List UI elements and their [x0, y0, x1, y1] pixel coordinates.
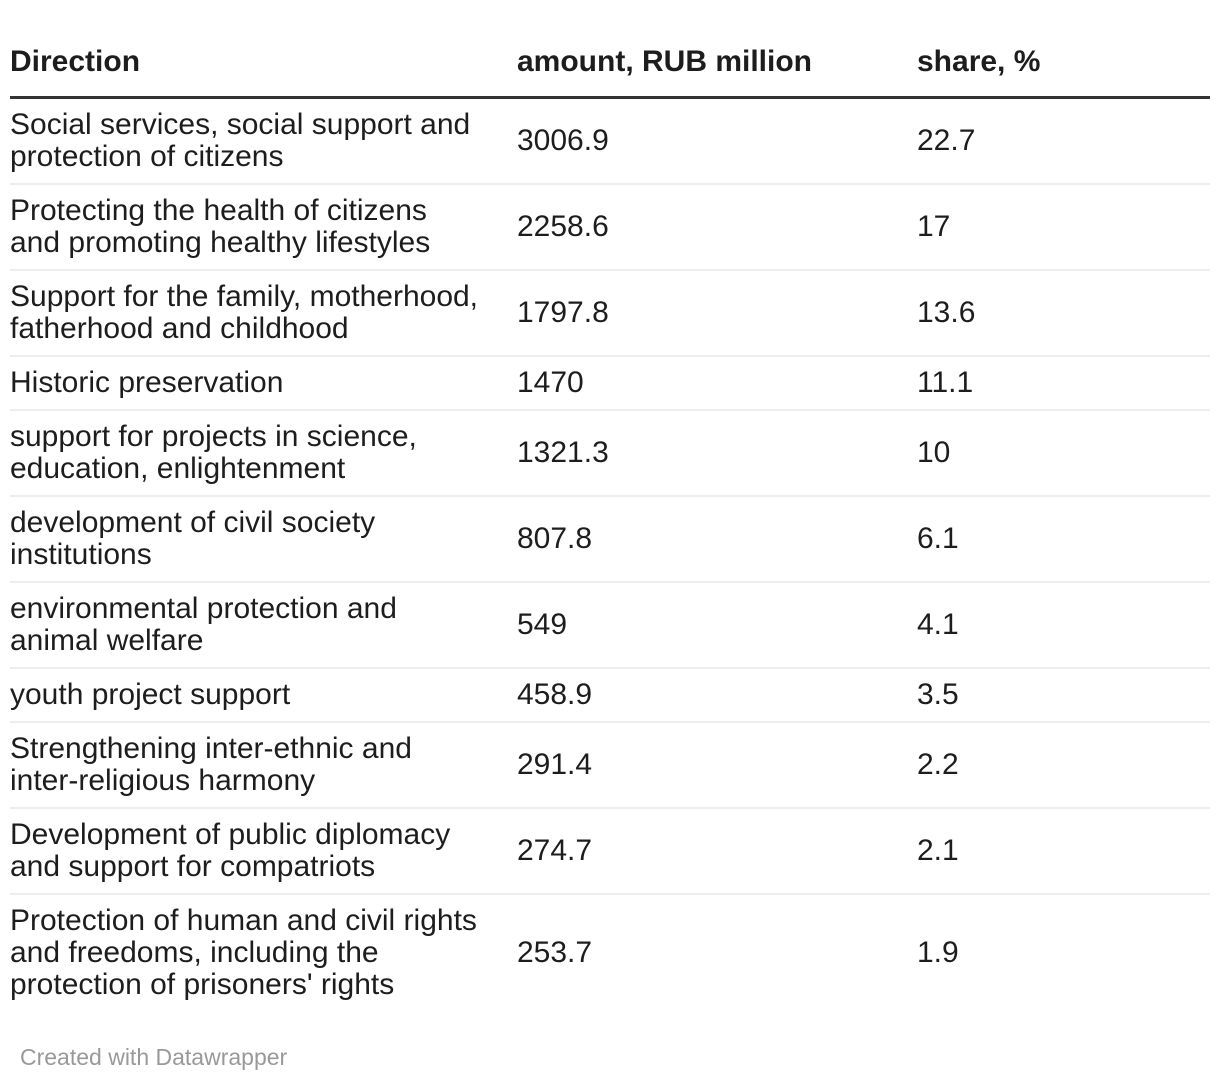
share-cell: 1.9	[917, 936, 959, 969]
funding-directions-table: Direction amount, RUB million share, % S…	[10, 0, 1210, 1011]
table-row: Protecting the health of citizens and pr…	[10, 184, 1210, 271]
amount-cell: 2258.6	[517, 184, 917, 271]
share-cell: 2.2	[917, 722, 1210, 809]
direction-cell: Social services, social support and prot…	[10, 97, 517, 185]
column-header-amount: amount, RUB million	[517, 0, 917, 99]
direction-cell: support for projects in science, educati…	[10, 410, 517, 497]
table-row: environmental protection and animal welf…	[10, 582, 1210, 669]
share-cell: 11.1	[917, 356, 1210, 411]
amount-cell: 3006.9	[517, 97, 917, 185]
table-row: Historic preservation 1470 11.1	[10, 356, 1210, 411]
share-cell: 17	[917, 184, 1210, 271]
direction-cell: development of civil society institution…	[10, 496, 517, 583]
table-header: Direction amount, RUB million share, %	[10, 0, 1210, 99]
amount-cell: 291.4	[517, 722, 917, 809]
table-row: support for projects in science, educati…	[10, 410, 1210, 497]
share-cell: 6.1	[917, 496, 1210, 583]
direction-cell: Development of public diplomacy and supp…	[10, 808, 517, 895]
direction-cell: Protecting the health of citizens and pr…	[10, 184, 517, 271]
amount-cell: 274.7	[517, 808, 917, 895]
amount-cell: 807.8	[517, 496, 917, 583]
amount-cell: 1797.8	[517, 270, 917, 357]
table-row: Development of public diplomacy and supp…	[10, 808, 1210, 895]
share-cell: 2.1	[917, 808, 1210, 895]
table-row: Support for the family, motherhood, fath…	[10, 270, 1210, 357]
share-cell: 13.6	[917, 270, 1210, 357]
amount-cell: 253.7	[517, 936, 593, 969]
amount-cell: 1470	[517, 356, 917, 411]
table-row: Strengthening inter-ethnic and inter-rel…	[10, 722, 1210, 809]
share-cell: 4.1	[917, 582, 1210, 669]
amount-cell: 458.9	[517, 668, 917, 723]
share-cell: 3.5	[917, 668, 1210, 723]
direction-cell: Strengthening inter-ethnic and inter-rel…	[10, 722, 517, 809]
table-row: Social services, social support and prot…	[10, 97, 1210, 185]
table-row: Protection of human and civil rights and…	[10, 894, 1210, 1011]
attribution-text: Created with Datawrapper	[20, 1044, 288, 1070]
direction-cell: youth project support	[10, 668, 517, 723]
data-table-container: Direction amount, RUB million share, % S…	[10, 0, 1210, 1071]
column-header-share: share, %	[917, 0, 1210, 99]
header-row: Direction amount, RUB million share, %	[10, 0, 1210, 99]
column-header-direction: Direction	[10, 0, 517, 99]
amount-cell: 1321.3	[517, 410, 917, 497]
direction-cell: Historic preservation	[10, 356, 517, 411]
table-row: development of civil society institution…	[10, 496, 1210, 583]
direction-cell: environmental protection and animal welf…	[10, 582, 517, 669]
table-body: Social services, social support and prot…	[10, 97, 1210, 1012]
share-cell: 22.7	[917, 97, 1210, 185]
share-cell: 10	[917, 410, 1210, 497]
table-row: youth project support 458.9 3.5	[10, 668, 1210, 723]
amount-cell: 549	[517, 582, 917, 669]
direction-cell: Support for the family, motherhood, fath…	[10, 270, 517, 357]
direction-cell: Protection of human and civil rights and…	[10, 904, 477, 1001]
